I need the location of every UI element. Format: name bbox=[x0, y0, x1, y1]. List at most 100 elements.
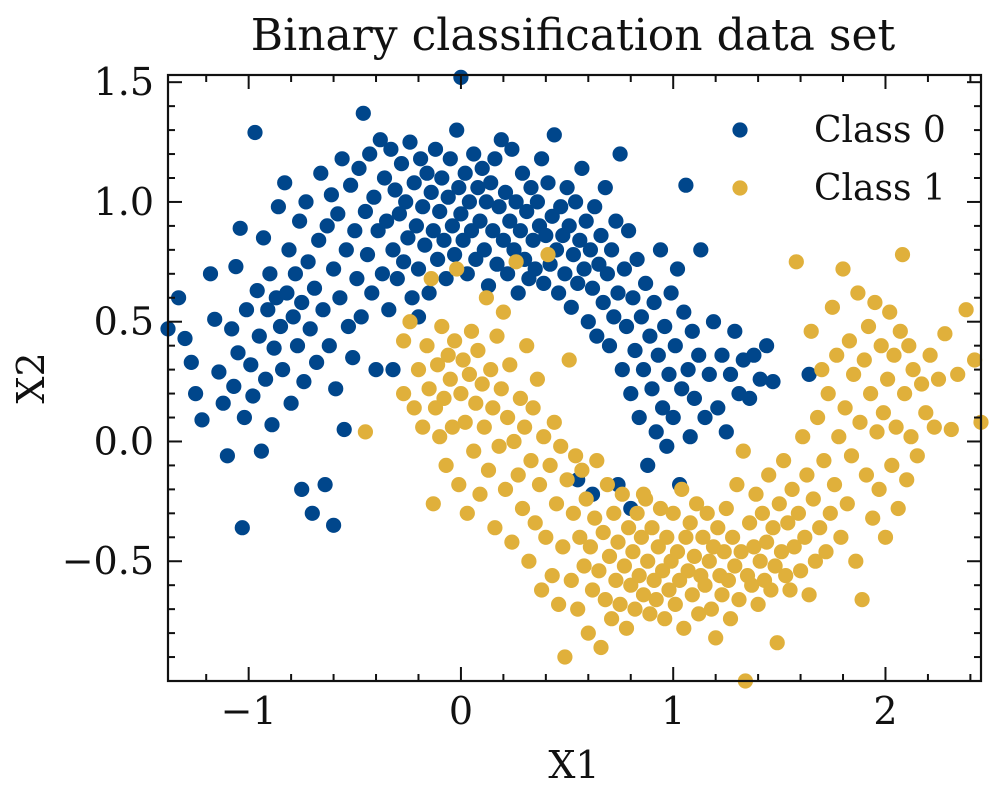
data-point bbox=[349, 271, 365, 287]
data-point bbox=[548, 496, 565, 512]
data-point bbox=[430, 251, 446, 267]
data-point bbox=[451, 180, 467, 196]
data-point bbox=[810, 409, 826, 426]
data-point bbox=[850, 285, 866, 301]
data-point bbox=[489, 328, 505, 344]
data-point bbox=[474, 160, 490, 176]
data-point bbox=[589, 453, 605, 469]
data-point bbox=[597, 592, 613, 608]
data-point bbox=[514, 165, 531, 181]
data-point bbox=[194, 412, 210, 428]
data-point bbox=[816, 453, 832, 469]
data-point bbox=[493, 381, 509, 397]
data-point bbox=[224, 321, 240, 337]
data-point bbox=[483, 175, 499, 191]
data-point bbox=[901, 338, 917, 354]
data-point bbox=[440, 347, 456, 363]
data-point bbox=[421, 285, 437, 301]
data-point bbox=[930, 371, 947, 387]
data-point bbox=[652, 242, 669, 258]
data-point bbox=[763, 582, 779, 598]
data-point bbox=[780, 515, 796, 531]
data-point bbox=[759, 534, 775, 550]
data-point bbox=[500, 409, 516, 426]
data-point bbox=[561, 352, 577, 368]
data-point bbox=[576, 261, 592, 277]
data-point bbox=[512, 390, 529, 406]
data-point bbox=[387, 182, 403, 198]
data-point bbox=[551, 596, 567, 613]
data-point bbox=[461, 366, 477, 382]
data-point bbox=[453, 386, 469, 402]
data-point bbox=[699, 505, 715, 521]
data-point bbox=[553, 199, 569, 215]
data-point bbox=[638, 275, 654, 291]
data-point bbox=[703, 601, 720, 617]
data-point bbox=[442, 151, 458, 167]
data-point bbox=[644, 381, 660, 397]
data-point bbox=[423, 184, 439, 200]
data-point bbox=[691, 347, 707, 363]
legend: Class 0 Class 1 bbox=[732, 110, 946, 209]
data-point bbox=[362, 146, 378, 162]
data-point bbox=[629, 251, 645, 267]
data-point bbox=[909, 448, 925, 464]
data-point bbox=[635, 362, 652, 378]
data-point bbox=[578, 491, 594, 507]
data-point bbox=[752, 371, 768, 387]
data-point bbox=[633, 529, 650, 545]
data-point bbox=[540, 175, 556, 191]
data-point bbox=[374, 266, 390, 282]
data-point bbox=[485, 223, 501, 239]
legend-label: Class 1 bbox=[814, 168, 946, 209]
data-point bbox=[304, 505, 320, 521]
data-point bbox=[659, 438, 675, 454]
data-point bbox=[580, 625, 596, 641]
data-point bbox=[871, 481, 887, 497]
data-point bbox=[557, 266, 573, 282]
data-point bbox=[279, 285, 295, 301]
data-point bbox=[640, 553, 656, 569]
data-point bbox=[264, 417, 280, 433]
data-point bbox=[313, 165, 329, 181]
data-point bbox=[627, 342, 643, 359]
data-point bbox=[831, 429, 847, 445]
data-point bbox=[682, 515, 698, 531]
data-point bbox=[275, 362, 291, 378]
data-point bbox=[207, 311, 223, 327]
data-point bbox=[665, 505, 681, 521]
data-point bbox=[631, 568, 647, 584]
data-point bbox=[402, 134, 418, 150]
data-point bbox=[676, 304, 692, 320]
data-point bbox=[835, 261, 851, 277]
data-point bbox=[892, 323, 908, 339]
data-point bbox=[627, 601, 643, 617]
data-point bbox=[788, 254, 804, 270]
data-point bbox=[570, 275, 586, 291]
data-point bbox=[799, 467, 815, 483]
data-point bbox=[188, 386, 204, 402]
data-point bbox=[661, 366, 677, 382]
data-point bbox=[427, 141, 444, 157]
legend-marker bbox=[732, 180, 748, 196]
data-point bbox=[495, 232, 511, 248]
data-point bbox=[296, 374, 312, 390]
data-point bbox=[701, 553, 717, 569]
data-point bbox=[776, 453, 792, 469]
data-point bbox=[438, 457, 454, 473]
data-point bbox=[648, 592, 664, 608]
data-point bbox=[786, 539, 802, 555]
data-point bbox=[593, 639, 609, 656]
data-point bbox=[606, 505, 622, 521]
data-point bbox=[336, 421, 352, 438]
data-point bbox=[457, 165, 473, 181]
data-point bbox=[584, 280, 601, 296]
data-point bbox=[357, 203, 373, 220]
data-point bbox=[396, 333, 412, 349]
data-point bbox=[663, 285, 679, 301]
data-point bbox=[854, 592, 870, 608]
data-point bbox=[366, 189, 382, 205]
data-point bbox=[461, 194, 477, 210]
data-point bbox=[328, 381, 344, 397]
data-point bbox=[287, 266, 303, 282]
